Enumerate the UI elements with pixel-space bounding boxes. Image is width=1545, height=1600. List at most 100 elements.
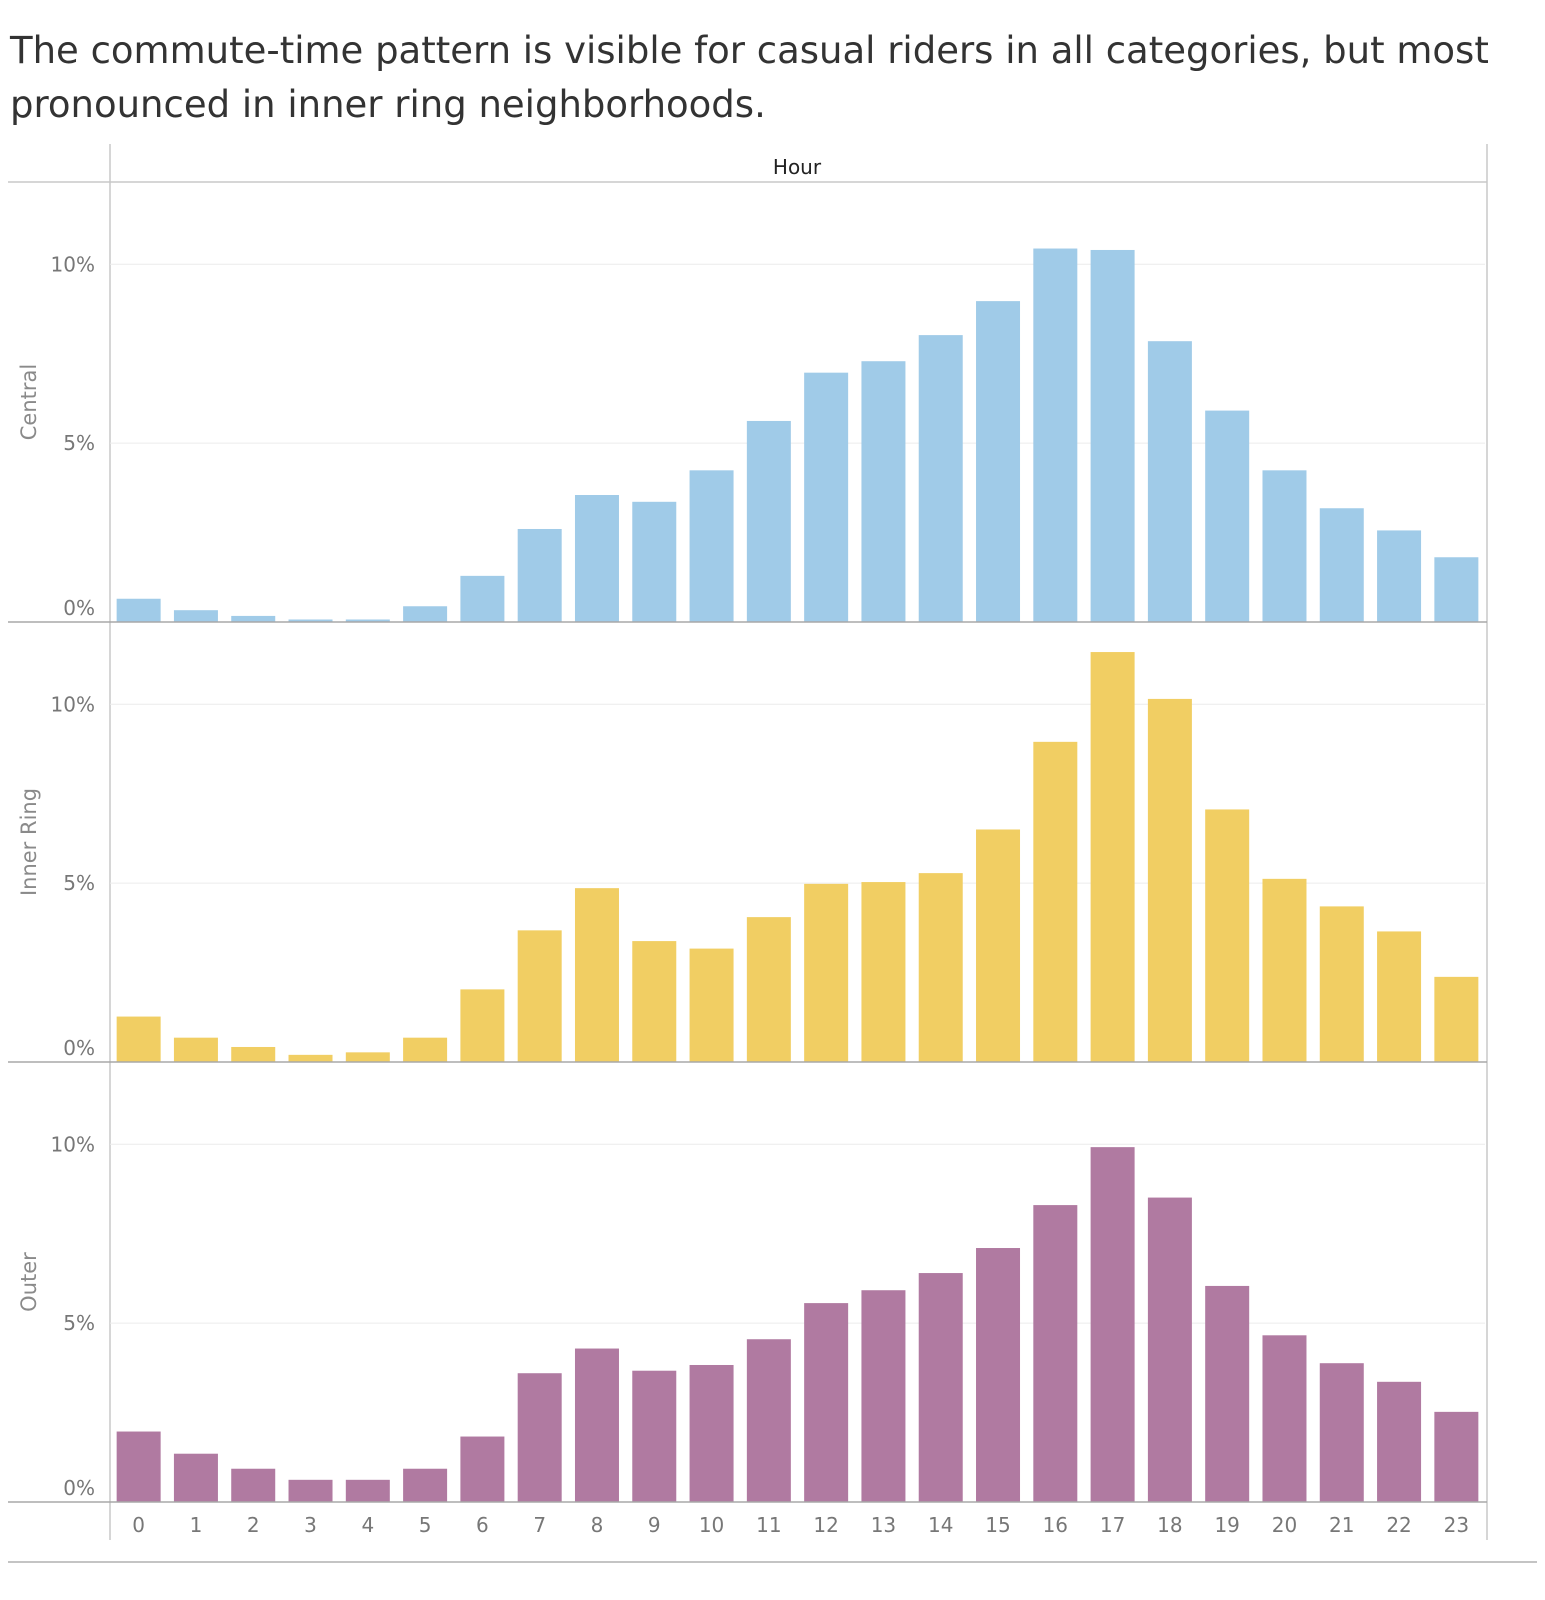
bar xyxy=(1033,1205,1078,1502)
bar xyxy=(288,1054,333,1062)
x-tick-label: 22 xyxy=(1386,1513,1411,1537)
bar xyxy=(517,1373,562,1502)
bar xyxy=(1434,976,1479,1062)
x-tick-label: 13 xyxy=(871,1513,896,1537)
row-label: Inner Ring xyxy=(17,788,41,896)
bar xyxy=(1205,809,1250,1062)
bar xyxy=(288,619,333,622)
x-tick-label: 9 xyxy=(648,1513,661,1537)
panel-central: 0% 5% 10% Central xyxy=(8,248,1487,623)
bar xyxy=(804,1303,849,1502)
bar xyxy=(1434,557,1479,622)
bar xyxy=(976,301,1021,622)
bar xyxy=(345,1479,390,1502)
x-tick-label: 20 xyxy=(1272,1513,1297,1537)
x-tick-label: 12 xyxy=(813,1513,838,1537)
row-label: Outer xyxy=(17,1252,41,1312)
bar xyxy=(517,528,562,622)
bar xyxy=(116,598,161,622)
bar xyxy=(173,1453,218,1502)
bar xyxy=(746,917,791,1062)
bar xyxy=(1090,249,1135,623)
column-header: Hour xyxy=(773,155,822,179)
bar xyxy=(1147,341,1192,622)
x-tick-label: 0 xyxy=(132,1513,145,1537)
chart-title: The commute-time pattern is visible for … xyxy=(10,29,1489,126)
bar xyxy=(403,606,448,622)
x-tick-label: 23 xyxy=(1444,1513,1469,1537)
bar xyxy=(632,941,677,1062)
bar xyxy=(1262,878,1307,1062)
bar xyxy=(460,575,505,622)
bar xyxy=(1033,741,1078,1062)
x-axis: 0 1 2 3 4 5 6 7 8 9 10 11 12 13 14 15 16 17 18 19 20 21 22 23 xyxy=(132,1513,1469,1537)
bar xyxy=(918,873,963,1062)
bar xyxy=(403,1037,448,1062)
bar xyxy=(460,989,505,1062)
x-tick-label: 6 xyxy=(476,1513,489,1537)
bar xyxy=(1033,248,1078,622)
bar xyxy=(1319,1363,1364,1502)
x-tick-label: 10 xyxy=(699,1513,724,1537)
bar xyxy=(574,1348,619,1502)
bar xyxy=(403,1468,448,1502)
bar xyxy=(1090,1147,1135,1502)
bar xyxy=(1377,931,1422,1062)
bar xyxy=(1377,1381,1422,1502)
bar xyxy=(689,470,734,622)
bar xyxy=(345,1052,390,1062)
bar xyxy=(345,619,390,622)
bar xyxy=(918,1273,963,1502)
row-label: Central xyxy=(17,364,41,440)
bar xyxy=(1262,1335,1307,1502)
bar xyxy=(1090,652,1135,1062)
x-tick-label: 5 xyxy=(419,1513,432,1537)
y-tick-label: 5% xyxy=(63,1311,95,1335)
x-tick-label: 1 xyxy=(190,1513,203,1537)
bar xyxy=(918,335,963,622)
bar xyxy=(173,610,218,622)
bar xyxy=(574,888,619,1062)
y-tick-label: 5% xyxy=(63,871,95,895)
bar xyxy=(116,1016,161,1062)
bar xyxy=(746,420,791,622)
bar xyxy=(1319,508,1364,622)
chart-panels: 0% 5% 10% Central 0% 5% 10% Inner Ring 0% 5% 10% Ou… xyxy=(8,248,1487,1503)
bar xyxy=(1147,698,1192,1062)
x-tick-label: 14 xyxy=(928,1513,953,1537)
y-tick-label: 10% xyxy=(51,1132,95,1156)
y-tick-label: 10% xyxy=(51,252,95,276)
bar xyxy=(976,829,1021,1062)
bar xyxy=(861,1290,906,1502)
y-tick-label: 0% xyxy=(63,1036,95,1060)
bar xyxy=(632,501,677,622)
x-tick-label: 11 xyxy=(756,1513,781,1537)
bar xyxy=(689,1364,734,1502)
bar xyxy=(976,1248,1021,1502)
bar xyxy=(231,1046,276,1062)
y-tick-label: 0% xyxy=(63,1476,95,1500)
bar xyxy=(1205,410,1250,622)
bar xyxy=(861,361,906,622)
bar xyxy=(116,1431,161,1502)
x-tick-label: 2 xyxy=(247,1513,260,1537)
x-tick-label: 8 xyxy=(591,1513,604,1537)
bar xyxy=(632,1370,677,1502)
bar xyxy=(460,1436,505,1502)
bar xyxy=(173,1037,218,1062)
x-tick-label: 15 xyxy=(985,1513,1010,1537)
panel-inner-ring: 0% 5% 10% Inner Ring xyxy=(8,652,1487,1063)
x-tick-label: 19 xyxy=(1214,1513,1239,1537)
x-tick-label: 17 xyxy=(1100,1513,1125,1537)
x-tick-label: 7 xyxy=(533,1513,546,1537)
bar xyxy=(804,883,849,1062)
bar xyxy=(1319,906,1364,1062)
x-tick-label: 3 xyxy=(304,1513,317,1537)
x-tick-label: 18 xyxy=(1157,1513,1182,1537)
bar xyxy=(746,1339,791,1502)
bar xyxy=(1434,1411,1479,1502)
bar xyxy=(574,495,619,622)
y-tick-label: 10% xyxy=(51,692,95,716)
bar xyxy=(1147,1197,1192,1502)
